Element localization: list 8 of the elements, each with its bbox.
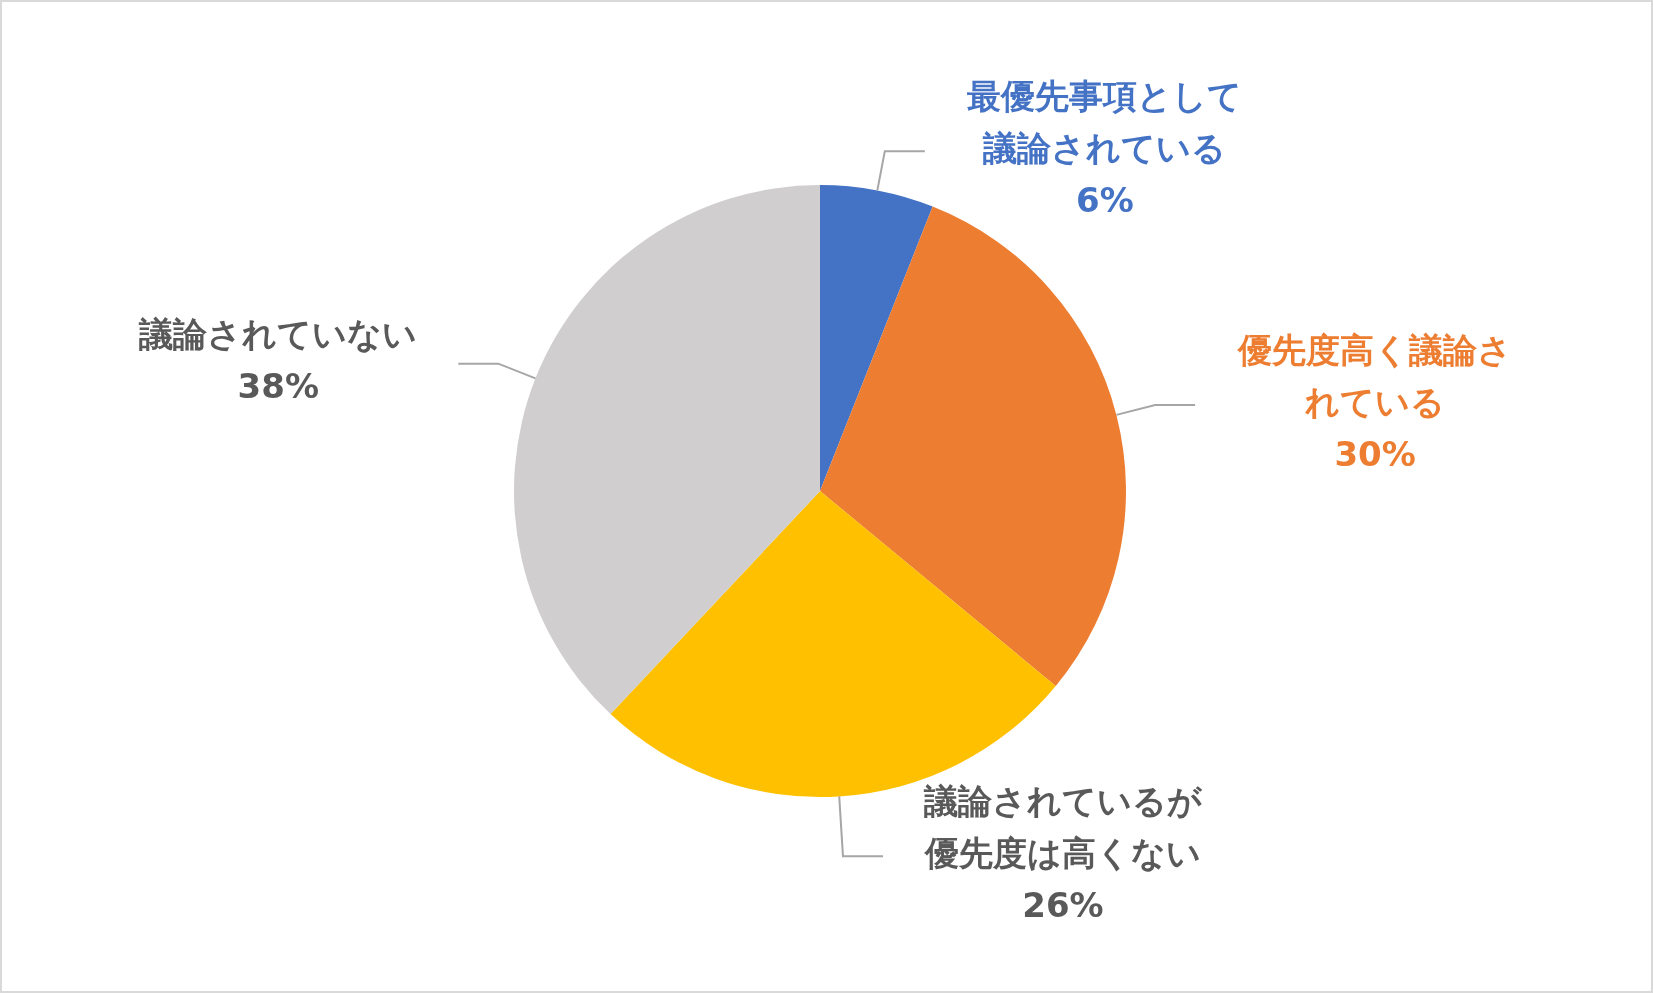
slice-label: 議論されているが優先度は高くない bbox=[922, 781, 1203, 874]
data-label: 26% bbox=[1022, 885, 1104, 926]
slice-label: 議論されていない bbox=[138, 314, 418, 355]
data-label: 6% bbox=[1075, 179, 1134, 220]
data-label: 30% bbox=[1334, 433, 1416, 474]
slice-label: 最優先事項として議論されている bbox=[967, 75, 1243, 168]
data-label: 38% bbox=[237, 366, 319, 407]
slice-label: 優先度高く議論されている bbox=[1237, 329, 1513, 422]
